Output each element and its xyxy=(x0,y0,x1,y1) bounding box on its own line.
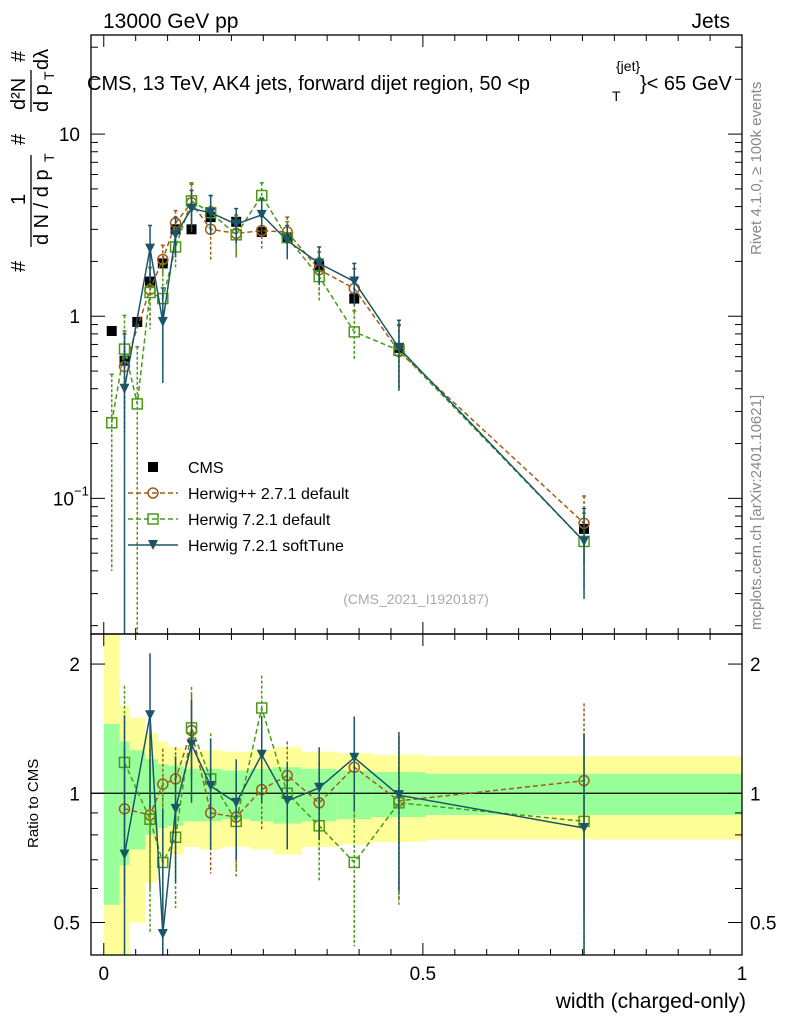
x-tick-label: 0.5 xyxy=(410,964,436,985)
legend-label-herwig-7-2-1-default: Herwig 7.2.1 default xyxy=(188,512,331,529)
y-tick-label: 10 xyxy=(53,489,74,510)
legend: CMS Herwig++ 2.7.1 default Herwig 7.2.1 de… xyxy=(128,460,350,555)
ratio-point-herwig-7-2-1-softtune xyxy=(119,849,130,860)
point-herwig-7-2-1-softtune xyxy=(393,342,404,353)
ratio-point-herwig-7-2-1-softtune xyxy=(170,803,181,814)
ratio-y-tick-label: 1 xyxy=(69,784,80,805)
ratio-y-tick-label-right: 2 xyxy=(750,655,761,676)
ratio-band-inner xyxy=(129,750,146,850)
point-herwig-7-2-1-softtune xyxy=(157,316,168,327)
rivet-label: Rivet 4.1.0, ≥ 100k events xyxy=(748,82,765,255)
ylabel-one: 1 xyxy=(8,194,30,205)
x-tick-label: 1 xyxy=(737,964,748,985)
legend-label-herwig-2-7-1-default: Herwig++ 2.7.1 default xyxy=(188,486,350,503)
ylabel-dl: dλ xyxy=(31,49,53,70)
ylabel-hash-3: # xyxy=(8,50,30,62)
ylabel-hash-2: # xyxy=(8,133,30,145)
ylabel-d2n: d²N xyxy=(8,78,30,110)
point-cms xyxy=(106,325,117,336)
ratio-point-herwig-7-2-1-default xyxy=(144,813,156,825)
ratio-point-herwig-7-2-1-softtune xyxy=(256,749,267,760)
y-axis-label: # 1 d N / d p T # d²N d p T # dλ xyxy=(8,49,57,272)
title-end: }< 65 GeV xyxy=(640,73,732,95)
point-herwig-7-2-1-softtune xyxy=(231,219,242,230)
process-label: Jets xyxy=(691,10,730,33)
ratio-point-herwig-7-2-1-default xyxy=(255,702,268,714)
ratio-point-herwig-7-2-1-softtune xyxy=(157,929,168,940)
legend-marker-cms xyxy=(148,462,158,472)
point-herwig-7-2-1-softtune xyxy=(314,258,325,269)
point-herwig-7-2-1-default xyxy=(144,286,156,299)
ylabel-dn: d N / d p xyxy=(31,169,53,245)
title-sub: T xyxy=(612,88,621,104)
point-herwig-7-2-1-default xyxy=(105,417,118,429)
point-herwig-7-2-1-softtune xyxy=(256,209,267,220)
point-herwig-7-2-1-softtune xyxy=(579,536,590,547)
point-herwig-7-2-1-softtune xyxy=(170,229,181,240)
ratio-point-herwig-7-2-1-softtune xyxy=(282,795,293,806)
ylabel-dpt: d p xyxy=(31,84,53,112)
point-herwig-7-2-1-softtune xyxy=(119,383,130,394)
ratio-point-herwig-7-2-1-default xyxy=(348,856,361,869)
title-sup: {jet} xyxy=(616,58,640,74)
point-herwig-7-2-1-softtune xyxy=(282,235,293,246)
point-herwig-7-2-1-softtune xyxy=(145,243,156,254)
series-line-herwig-7-2-1-default xyxy=(110,194,585,542)
legend-marker-herwig-2-7-1-default xyxy=(147,487,159,499)
ratio-point-herwig-7-2-1-softtune xyxy=(145,710,156,721)
ratio-frame xyxy=(90,633,743,956)
mcplots-label: mcplots.cern.ch [arXiv:2401.10621] xyxy=(748,395,765,630)
ratio-point-herwig-7-2-1-softtune xyxy=(579,823,590,834)
ylabel-hash-1: # xyxy=(8,260,30,272)
ratio-band-inner xyxy=(103,724,120,905)
ratio-y-tick-label-right: 1 xyxy=(750,784,761,805)
y-tick-label: 10 xyxy=(59,125,80,146)
ratio-point-herwig-7-2-1-softtune xyxy=(205,780,216,791)
x-axis-label: width (charged-only) xyxy=(555,990,746,1013)
point-herwig-7-2-1-default xyxy=(348,326,361,338)
legend-marker-herwig-7-2-1-softtune xyxy=(148,540,158,550)
ratio-point-herwig-7-2-1-softtune xyxy=(349,752,360,763)
legend-label-cms: CMS xyxy=(188,460,224,477)
ratio-y-tick-label: 0.5 xyxy=(54,913,80,934)
ratio-y-tick-label-right: 0.5 xyxy=(750,913,776,934)
point-herwig-7-2-1-softtune xyxy=(205,207,216,218)
ratio-y-axis-label: Ratio to CMS xyxy=(25,759,42,848)
title-main: CMS, 13 TeV, AK4 jets, forward dijet reg… xyxy=(87,73,530,95)
y-tick-label: 1 xyxy=(69,307,80,328)
main-plot xyxy=(105,182,590,634)
legend-marker-herwig-7-2-1-default xyxy=(147,513,159,525)
point-herwig-7-2-1-default xyxy=(131,398,144,410)
y-tick-label-exponent: −1 xyxy=(74,483,89,498)
point-herwig-7-2-1-softtune xyxy=(349,276,360,287)
ratio-band-outer xyxy=(103,634,120,955)
x-tick-label: 0 xyxy=(98,964,109,985)
ratio-point-herwig-7-2-1-softtune xyxy=(314,782,325,793)
ratio-y-tick-label: 2 xyxy=(69,655,80,676)
ratio-plot xyxy=(118,653,590,955)
ratio-point-herwig-7-2-1-softtune xyxy=(393,790,404,801)
ratio-point-herwig-7-2-1-softtune xyxy=(231,797,242,808)
ratio-point-herwig-7-2-1-softtune xyxy=(186,739,197,750)
point-herwig-7-2-1-softtune xyxy=(186,203,197,214)
ylabel-t1: T xyxy=(41,153,57,162)
legend-label-herwig-7-2-1-softtune: Herwig 7.2.1 softTune xyxy=(188,538,344,555)
energy-label: 13000 GeV pp xyxy=(103,10,238,33)
analysis-watermark: (CMS_2021_I1920187) xyxy=(343,591,489,607)
ylabel-t2: T xyxy=(41,71,57,80)
plot-title: CMS, 13 TeV, AK4 jets, forward dijet reg… xyxy=(87,58,732,104)
